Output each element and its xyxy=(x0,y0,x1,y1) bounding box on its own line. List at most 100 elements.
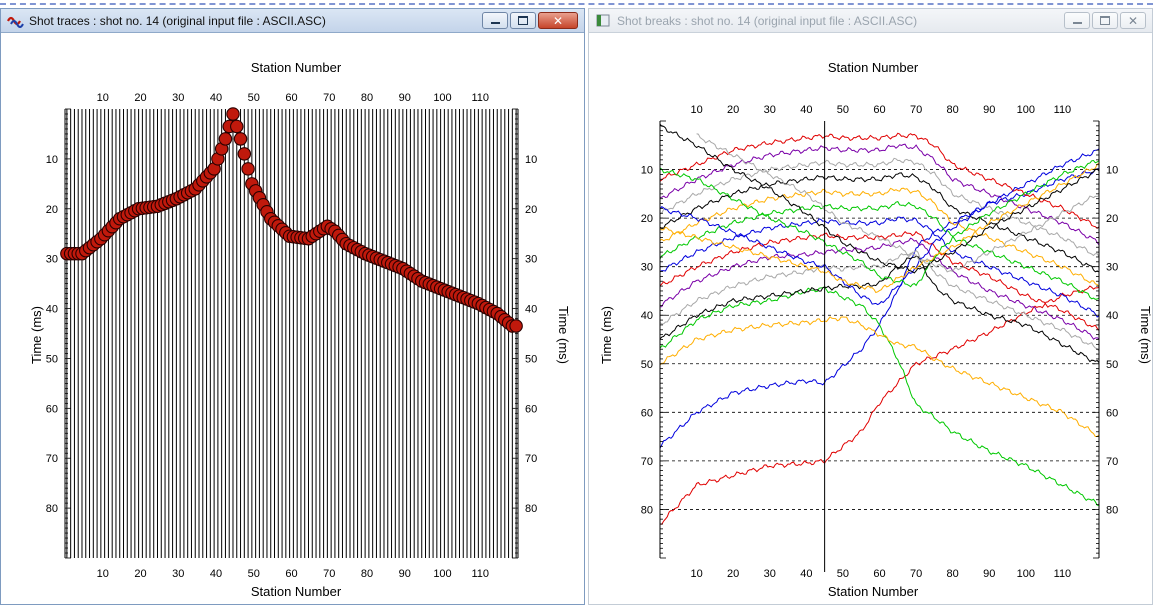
y-tick-label: 50 xyxy=(641,359,653,371)
x-tick-label-top: 100 xyxy=(433,92,451,104)
x-tick-label-bottom: 40 xyxy=(800,568,812,580)
shot-traces-titlebar[interactable]: Shot traces : shot no. 14 (original inpu… xyxy=(1,9,584,33)
axes: 10 10 20 20 30 30 40 40 50 50 60 60 70 70 80 80 10 10 20 20… xyxy=(46,92,538,580)
close-icon: ✕ xyxy=(552,13,564,28)
y-tick-label: 20 xyxy=(525,204,537,216)
y-tick-label: 60 xyxy=(1106,407,1118,419)
gridlines xyxy=(660,169,1099,510)
shot-breaks-title: Shot breaks : shot no. 14 (original inpu… xyxy=(617,13,918,28)
x-tick-label-top: 20 xyxy=(727,104,739,116)
x-tick-label-bottom: 100 xyxy=(433,568,451,580)
shot-breaks-window: Shot breaks : shot no. 14 (original inpu… xyxy=(588,8,1153,605)
app-waves-icon xyxy=(7,16,24,28)
x-tick-label-top: 80 xyxy=(947,104,959,116)
break-curve xyxy=(659,316,1100,438)
x-tick-label-bottom: 30 xyxy=(764,568,776,580)
y-tick-label: 40 xyxy=(1106,310,1118,322)
x-tick-label-top: 10 xyxy=(97,92,109,104)
y-tick-label: 80 xyxy=(641,504,653,516)
minimize-button[interactable] xyxy=(1064,12,1090,29)
y-axis-title-right: Time (ms) xyxy=(556,306,571,364)
y-tick-label: 80 xyxy=(525,503,537,515)
x-tick-label-top: 70 xyxy=(323,92,335,104)
y-tick-label: 60 xyxy=(46,403,58,415)
maximize-button[interactable] xyxy=(510,12,536,29)
first-break-picks[interactable] xyxy=(60,107,523,333)
minimize-button[interactable] xyxy=(482,12,508,29)
y-tick-label: 40 xyxy=(525,304,537,316)
x-tick-label-bottom: 100 xyxy=(1017,568,1035,580)
y-tick-label: 60 xyxy=(525,403,537,415)
top-dashed-line xyxy=(0,3,1153,5)
y-tick-label: 50 xyxy=(46,353,58,365)
x-tick-label-top: 90 xyxy=(983,104,995,116)
x-tick-label-bottom: 40 xyxy=(210,568,222,580)
maximize-icon xyxy=(1100,16,1110,25)
break-curve xyxy=(696,133,1100,273)
minimize-icon xyxy=(1072,22,1082,24)
x-tick-label-top: 110 xyxy=(471,92,489,104)
break-curve xyxy=(659,123,1100,274)
y-tick-label: 70 xyxy=(46,453,58,465)
x-axis-title-top: Station Number xyxy=(251,60,342,75)
x-tick-label-top: 100 xyxy=(1017,104,1035,116)
y-tick-label: 70 xyxy=(641,456,653,468)
x-tick-label-bottom: 90 xyxy=(983,568,995,580)
x-tick-label-bottom: 60 xyxy=(285,568,297,580)
x-tick-label-bottom: 50 xyxy=(837,568,849,580)
break-curve xyxy=(659,159,1100,288)
shot-traces-window-controls: ✕ xyxy=(482,12,578,29)
x-tick-label-top: 80 xyxy=(361,92,373,104)
minimize-icon xyxy=(490,22,500,24)
break-curve xyxy=(659,249,1100,352)
y-tick-label: 10 xyxy=(641,165,653,177)
close-button[interactable]: ✕ xyxy=(538,12,578,29)
y-axis-title-left: Time (ms) xyxy=(29,306,44,364)
y-tick-label: 60 xyxy=(641,407,653,419)
y-tick-label: 50 xyxy=(1106,359,1118,371)
y-tick-label: 30 xyxy=(46,254,58,266)
shot-breaks-window-controls: ✕ xyxy=(1064,12,1146,29)
first-break-pick xyxy=(509,319,523,333)
y-tick-label: 20 xyxy=(641,213,653,225)
x-tick-label-top: 110 xyxy=(1054,104,1072,116)
shot-breaks-plot[interactable]: Station Number Station Number Time (ms) … xyxy=(589,33,1152,604)
x-tick-label-bottom: 20 xyxy=(134,568,146,580)
x-tick-label-bottom: 110 xyxy=(1054,568,1072,580)
close-button[interactable]: ✕ xyxy=(1120,12,1146,29)
break-curve xyxy=(659,148,1100,306)
y-axis-title-left: Time (ms) xyxy=(599,306,614,364)
first-break-pick xyxy=(218,132,233,146)
first-break-pick xyxy=(237,147,252,161)
x-tick-label-bottom: 30 xyxy=(172,568,184,580)
y-tick-label: 80 xyxy=(1106,504,1118,516)
first-break-pick xyxy=(233,132,248,146)
y-tick-label: 20 xyxy=(1106,213,1118,225)
x-tick-label-top: 90 xyxy=(399,92,411,104)
y-tick-label: 40 xyxy=(641,310,653,322)
maximize-button[interactable] xyxy=(1092,12,1118,29)
desktop-top-strip xyxy=(0,0,1153,8)
maximize-icon xyxy=(518,16,528,25)
y-tick-label: 10 xyxy=(46,154,58,166)
x-tick-label-bottom: 20 xyxy=(727,568,739,580)
x-tick-label-bottom: 10 xyxy=(690,568,702,580)
x-tick-label-bottom: 70 xyxy=(910,568,922,580)
shot-breaks-titlebar[interactable]: Shot breaks : shot no. 14 (original inpu… xyxy=(589,9,1152,33)
break-curve xyxy=(659,255,1100,364)
x-tick-label-bottom: 60 xyxy=(873,568,885,580)
shot-traces-plot[interactable]: Station Number Station Number Time (ms) … xyxy=(1,33,584,604)
x-tick-label-top: 70 xyxy=(910,104,922,116)
x-tick-label-top: 20 xyxy=(134,92,146,104)
y-tick-label: 70 xyxy=(1106,456,1118,468)
y-tick-label: 20 xyxy=(46,204,58,216)
x-tick-label-bottom: 80 xyxy=(361,568,373,580)
y-axis-title-right: Time (ms) xyxy=(1138,306,1152,364)
x-tick-label-top: 60 xyxy=(285,92,297,104)
break-curve xyxy=(659,200,1100,300)
x-tick-label-top: 50 xyxy=(248,92,260,104)
x-tick-label-bottom: 110 xyxy=(471,568,489,580)
close-icon: ✕ xyxy=(1127,13,1139,28)
break-curve xyxy=(659,162,1100,294)
break-curve xyxy=(659,230,1100,331)
